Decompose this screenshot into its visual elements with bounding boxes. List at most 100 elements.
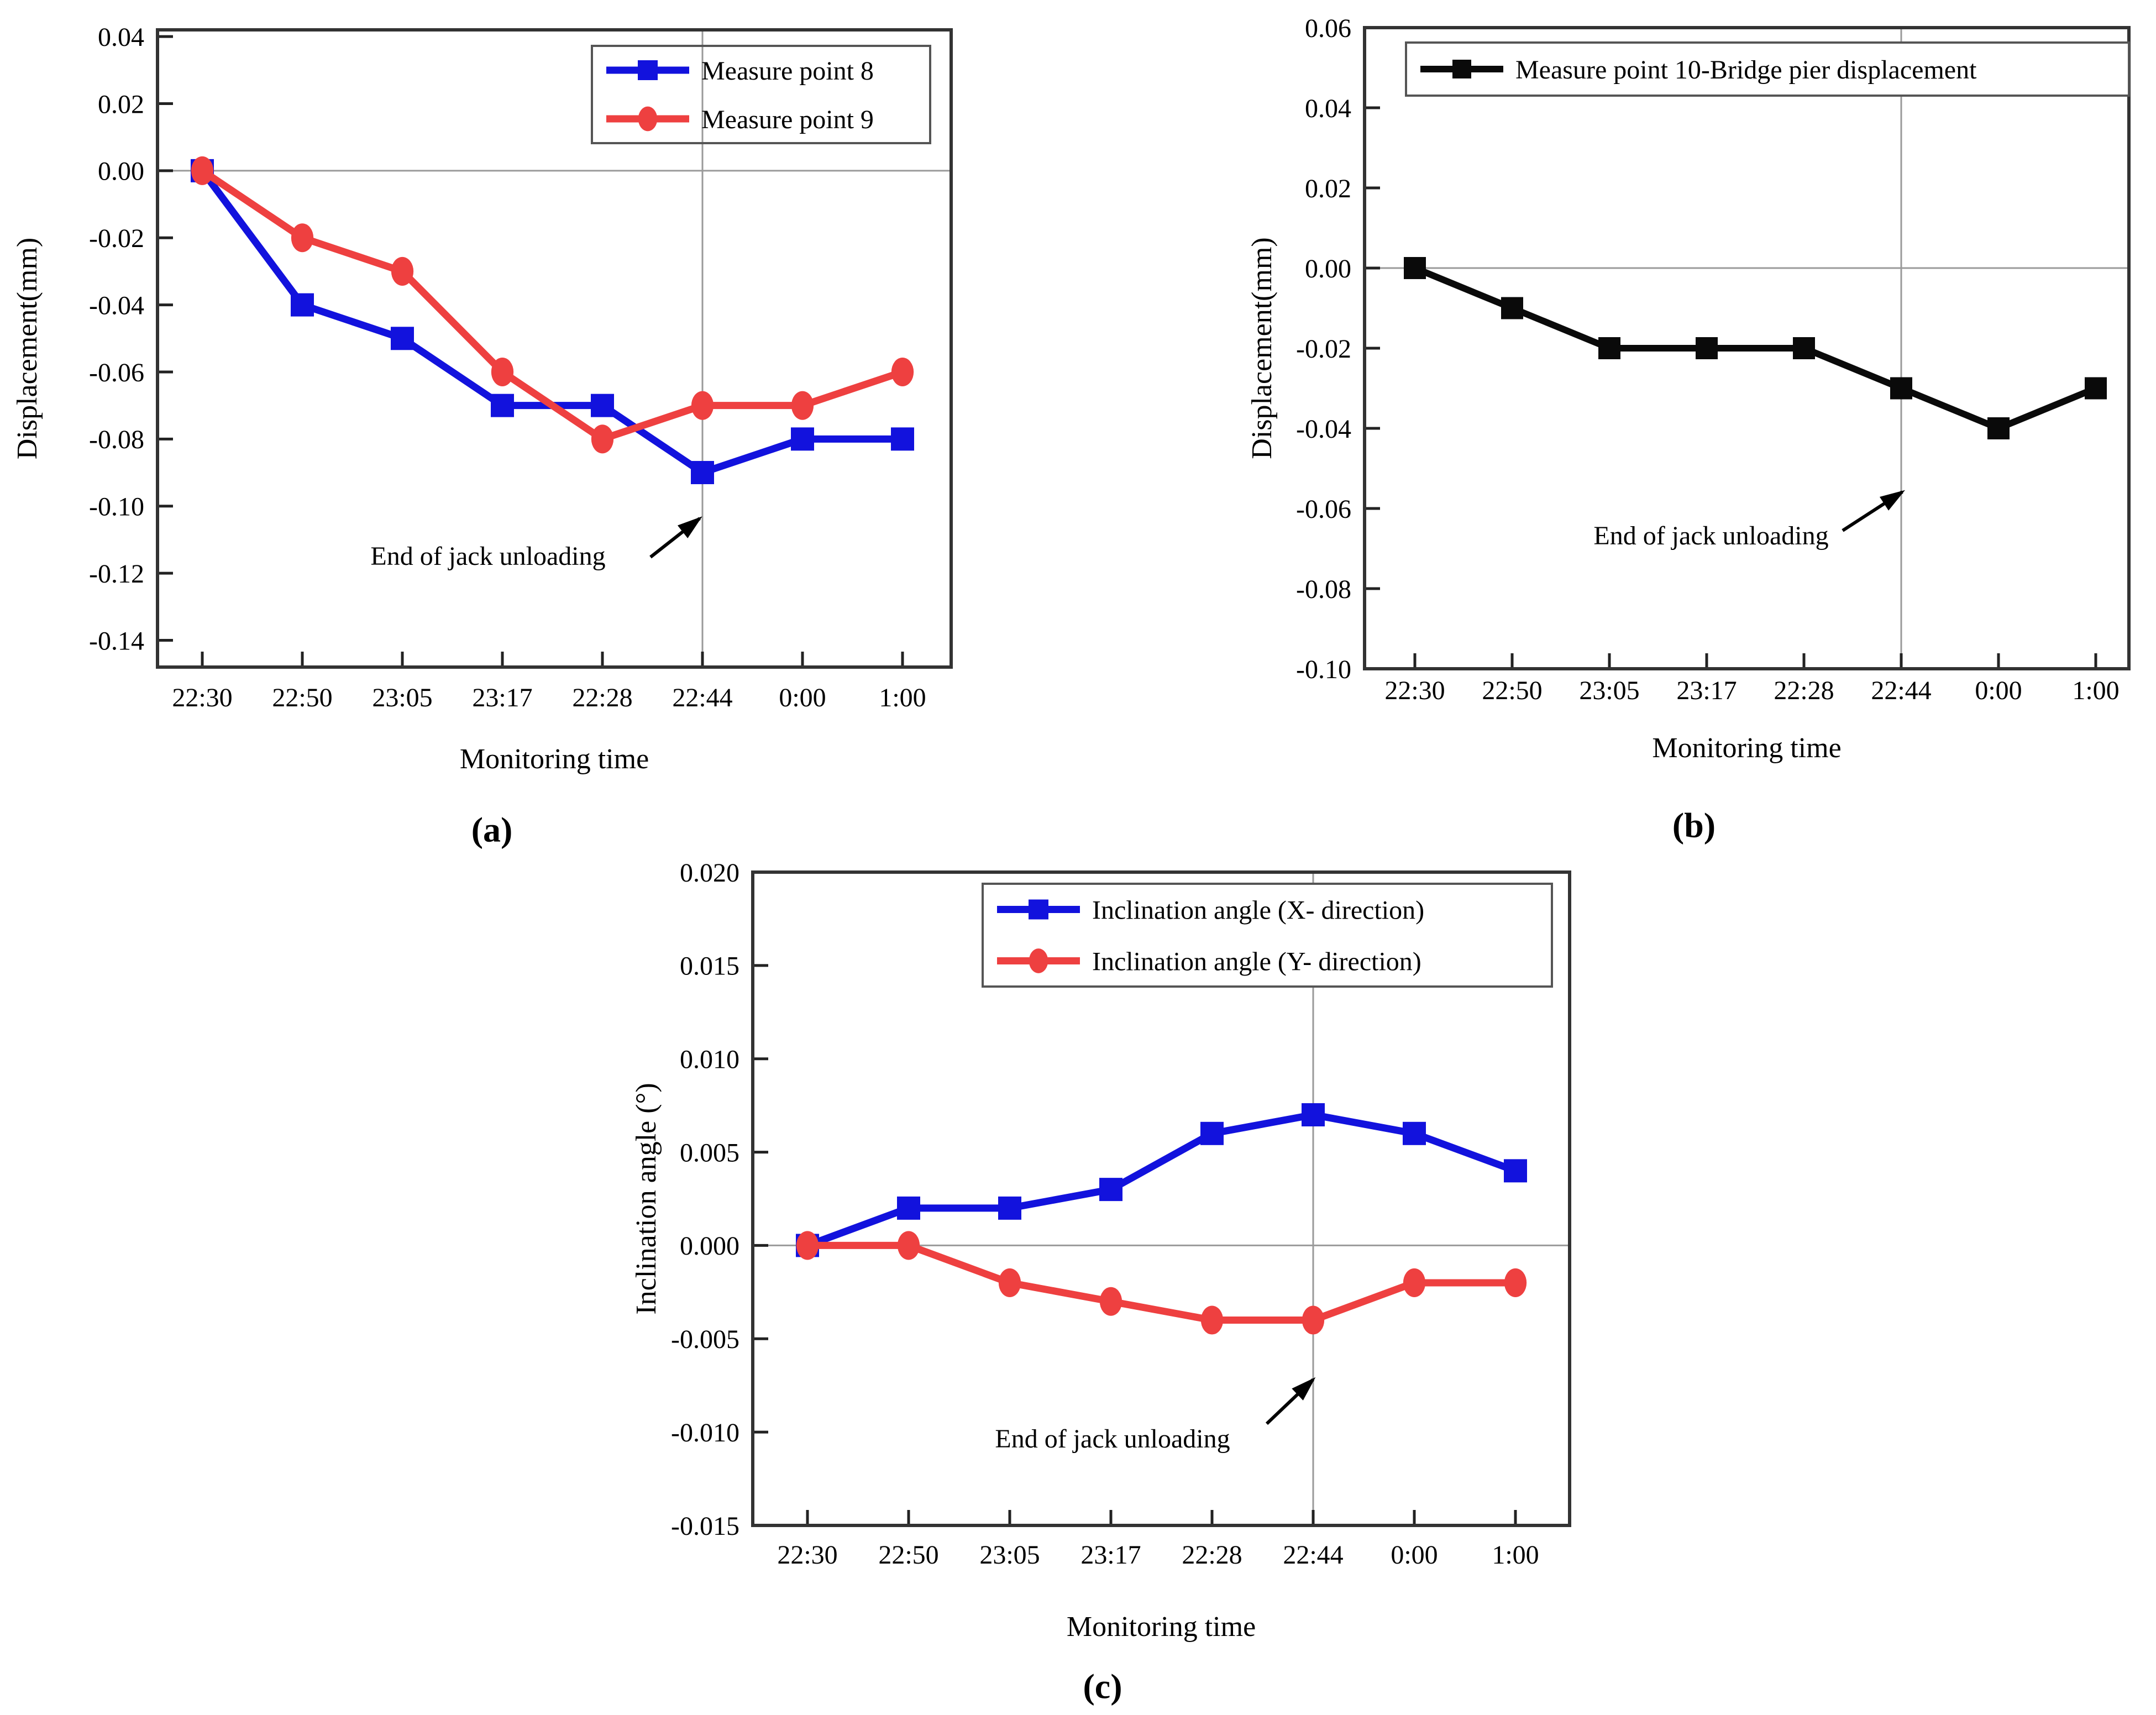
x-tick-label: 22:44 xyxy=(1283,1540,1343,1570)
series-marker-circle xyxy=(998,1268,1021,1298)
x-tick-label: 22:30 xyxy=(172,683,232,712)
series-measure-point-10-bridge-pier-displacement xyxy=(1404,257,2107,439)
series-line-inclination-angle-x-direction xyxy=(806,1111,1517,1249)
legend-marker-square xyxy=(638,60,658,80)
y-axis: 0.06 0.04 0.02 0.00 -0.02 -0.04 -0.06 -0.08 -0.1… xyxy=(1296,14,1380,684)
y-tick-label: 0.005 xyxy=(680,1138,739,1167)
series-measure-point-9 xyxy=(191,156,914,454)
series-marker-circle xyxy=(691,391,714,420)
series-marker-square xyxy=(391,327,414,350)
series-marker-circle xyxy=(791,391,814,420)
y-axis: 0.04 0.02 0.00 -0.02 -0.04 -0.06 -0.08 -0.10 -0.… xyxy=(89,23,173,655)
legend-box xyxy=(982,883,1553,988)
x-axis-title: Monitoring time xyxy=(1652,732,1841,764)
plot-frame xyxy=(1363,26,2131,670)
y-tick-label: 0.00 xyxy=(98,157,144,186)
series-marker-square xyxy=(1987,417,2010,439)
plot-frame xyxy=(156,28,953,669)
chart-caption: (c) xyxy=(1083,1666,1122,1706)
y-tick-label: 0.015 xyxy=(680,952,739,981)
x-tick-label: 1:00 xyxy=(2072,676,2119,705)
y-tick-label: 0.020 xyxy=(680,858,739,888)
x-tick-label: 23:05 xyxy=(372,683,432,712)
x-axis: 22:30 22:50 23:05 23:17 22:28 22:44 0:00 1:00 xyxy=(1384,653,2120,705)
x-tick-label: 22:28 xyxy=(572,683,632,712)
series-marker-circle xyxy=(891,357,914,387)
series-marker-circle xyxy=(796,1231,819,1260)
x-tick-label: 23:17 xyxy=(1080,1540,1141,1570)
legend-marker-square xyxy=(1452,60,1471,78)
x-tick-label: 1:00 xyxy=(1492,1540,1539,1570)
legend: Inclination angle (X- direction) Inclinat… xyxy=(982,883,1553,988)
y-tick-label: 0.010 xyxy=(680,1045,739,1074)
series-marker-square xyxy=(1404,257,1426,279)
y-tick-label: 0.06 xyxy=(1305,14,1351,43)
series-marker-square xyxy=(1598,337,1620,359)
series-marker-square xyxy=(1200,1121,1224,1145)
x-axis: 22:30 22:50 23:05 23:17 22:28 22:44 0:00 1:00 xyxy=(172,652,926,712)
series-marker-square xyxy=(591,394,614,417)
y-tick-label: -0.015 xyxy=(671,1512,739,1541)
series-marker-circle xyxy=(491,357,514,387)
legend-entry-inclination-angle-y-direction: Inclination angle (Y- direction) xyxy=(997,947,1421,976)
series-marker-square xyxy=(1302,1103,1325,1127)
legend-box xyxy=(1405,41,2130,97)
x-axis-title: Monitoring time xyxy=(460,743,649,775)
y-tick-label: -0.10 xyxy=(1296,655,1351,684)
y-axis: 0.020 0.015 0.010 0.005 0.000 -0.005 -0.010 -0.… xyxy=(671,858,768,1541)
annotation-arrow-head xyxy=(1879,490,1906,511)
plot-frame xyxy=(751,870,1571,1527)
y-tick-label: -0.06 xyxy=(89,358,144,387)
series-marker-square xyxy=(897,1196,920,1220)
x-tick-label: 23:17 xyxy=(1676,676,1737,705)
series-marker-square xyxy=(998,1196,1021,1220)
series-marker-square xyxy=(691,461,714,485)
series-line-inclination-angle-y-direction xyxy=(807,1241,1515,1324)
y-tick-label: 0.02 xyxy=(98,90,144,119)
series-line-measure-point-9 xyxy=(200,167,904,443)
y-tick-label: -0.04 xyxy=(1296,415,1351,444)
y-tick-label: -0.02 xyxy=(89,224,144,253)
x-tick-label: 1:00 xyxy=(879,683,926,712)
x-tick-label: 22:30 xyxy=(777,1540,837,1570)
series-marker-circle xyxy=(591,424,614,454)
legend-entry-measure-point-10-bridge-pier-displacement: Measure point 10-Bridge pier displacemen… xyxy=(1420,55,1977,85)
series-marker-square xyxy=(1793,337,1815,359)
y-tick-label: -0.010 xyxy=(671,1418,739,1447)
y-tick-label: -0.10 xyxy=(89,492,144,522)
series-marker-square xyxy=(891,427,914,451)
annotation-arrow-head xyxy=(677,516,702,538)
x-tick-label: 22:44 xyxy=(672,683,732,712)
x-tick-label: 22:28 xyxy=(1774,676,1834,705)
series-marker-circle xyxy=(1099,1287,1122,1316)
series-line-measure-point-10-bridge-pier-displacement xyxy=(1413,265,2097,432)
legend: Measure point 8 Measure point 9 xyxy=(591,45,931,144)
x-tick-label: 23:05 xyxy=(979,1540,1040,1570)
annotation-arrow-head xyxy=(1292,1377,1316,1401)
series-marker-square xyxy=(2085,377,2107,400)
series-marker-circle xyxy=(897,1231,920,1260)
y-tick-label: -0.005 xyxy=(671,1325,739,1354)
x-tick-label: 22:50 xyxy=(878,1540,938,1570)
series-measure-point-8 xyxy=(191,159,914,485)
series-marker-circle xyxy=(1504,1268,1527,1298)
x-tick-label: 23:05 xyxy=(1579,676,1639,705)
legend-label: Measure point 9 xyxy=(701,105,874,134)
series-marker-circle xyxy=(191,156,214,185)
y-tick-label: -0.12 xyxy=(89,559,144,589)
legend-marker-circle xyxy=(638,106,658,132)
y-tick-label: 0.00 xyxy=(1305,254,1351,284)
y-tick-label: 0.02 xyxy=(1305,174,1351,203)
y-tick-label: -0.04 xyxy=(89,291,144,320)
series-marker-circle xyxy=(1302,1305,1325,1335)
series-marker-square xyxy=(1403,1121,1426,1145)
y-axis-title: Displacement(mm) xyxy=(12,238,43,459)
y-tick-label: 0.000 xyxy=(680,1231,739,1261)
series-marker-circle xyxy=(391,256,414,286)
series-line-measure-point-8 xyxy=(199,168,903,476)
series-marker-square xyxy=(291,293,314,317)
x-tick-label: 22:44 xyxy=(1871,676,1931,705)
legend-marker-square xyxy=(1029,899,1048,920)
annotation-end-of-jack-unloading: End of jack unloading xyxy=(1593,490,1906,550)
series-marker-square xyxy=(791,427,814,451)
